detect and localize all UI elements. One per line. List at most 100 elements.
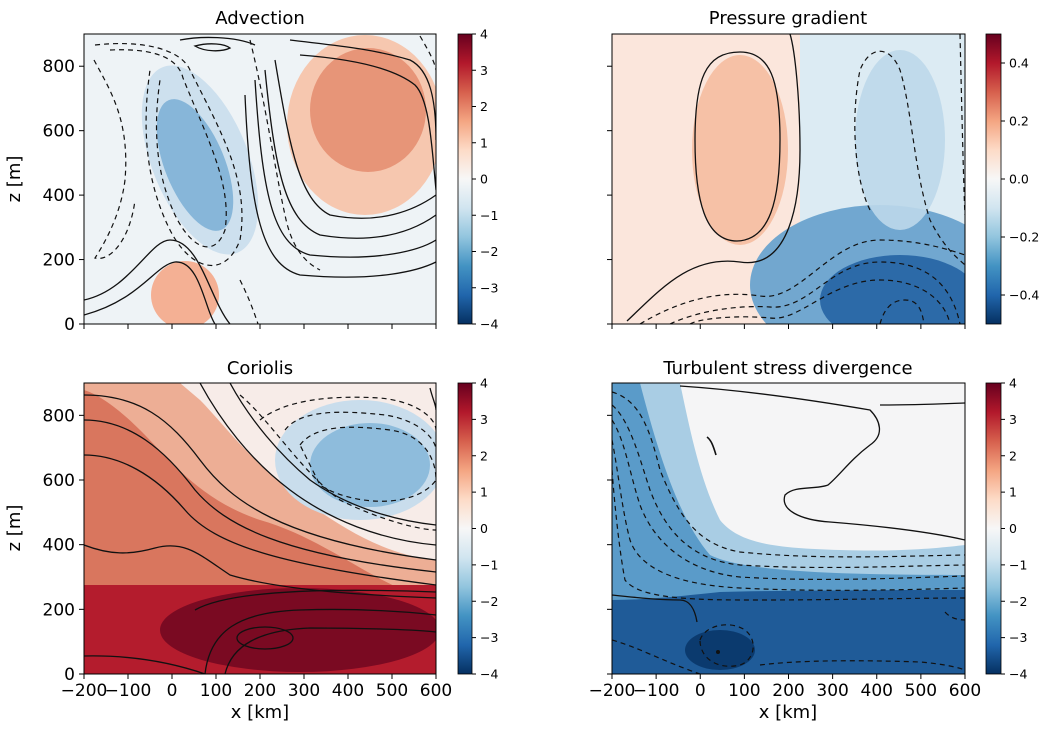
- coriolis-contour: [84, 454, 436, 586]
- turbulent-contour-dashed: [612, 404, 965, 569]
- advection-contour: [274, 59, 436, 219]
- coriolis-contour-dashed: [239, 394, 436, 531]
- pressure-contour-dashed: [639, 239, 965, 324]
- coriolis-xlabel: x [km]: [231, 702, 289, 723]
- colorbar-tick-label: −0.4: [1009, 288, 1039, 303]
- colorbar-tick-label: −4: [1009, 667, 1027, 682]
- colorbar-tick-label: −3: [1009, 630, 1027, 645]
- turbulent-stress-field: [612, 383, 965, 674]
- x-tick-label: 600: [949, 681, 981, 701]
- colorbar-tick-label: −2: [480, 594, 498, 609]
- colorbar-tick-label: −2: [1009, 594, 1027, 609]
- x-tick-label: 500: [376, 681, 408, 701]
- coriolis-contour: [84, 394, 436, 561]
- advection-contour-dashed: [93, 59, 136, 260]
- colorbar-tick-label: −4: [480, 317, 498, 332]
- advection-contour: [193, 43, 232, 52]
- colorbar-tick-label: −2: [480, 244, 498, 259]
- y-tick-label: 0: [64, 315, 75, 335]
- colorbar-turbulent-stress: [985, 382, 1002, 675]
- panel-advection: Advection z [m]: [4, 8, 437, 325]
- y-tick-label: 0: [64, 665, 75, 685]
- y-tick-label: 200: [43, 251, 75, 271]
- colorbar-tick-label: 0.4: [1009, 56, 1029, 71]
- turbulent-contour: [879, 402, 965, 406]
- advection-contour: [299, 54, 436, 191]
- advection-contour-dashed: [109, 49, 227, 248]
- coriolis-contour-dashed: [284, 411, 436, 451]
- turbulent-negative-core: [685, 630, 755, 670]
- coriolis-ylabel: z [m]: [4, 505, 25, 552]
- colorbar-tick-label: 0: [1009, 521, 1017, 536]
- pressure-contour: [694, 51, 781, 242]
- colorbar-tick-label: 1: [1009, 485, 1017, 500]
- turbulent-contour-dashed: [699, 624, 754, 667]
- x-tick-label: 500: [905, 681, 937, 701]
- colorbar-tick-label: 0.2: [1009, 114, 1029, 129]
- colorbar-tick-label: −1: [480, 208, 498, 223]
- coriolis-contour: [236, 626, 294, 650]
- y-tick-label: 600: [43, 471, 75, 491]
- x-tick-label: 400: [861, 681, 893, 701]
- y-tick-label: 400: [43, 186, 75, 206]
- advection-contour-dashed: [239, 279, 259, 324]
- advection-contour: [84, 261, 216, 324]
- x-tick-label: 0: [167, 681, 178, 701]
- advection-ylabel: z [m]: [4, 156, 25, 203]
- panel-turbulent-stress: Turbulent stress divergence x [km]: [611, 358, 966, 723]
- turbulent-contour-dashed: [944, 611, 965, 621]
- x-tick-label: 400: [332, 681, 364, 701]
- panel-pressure-gradient: Pressure gradient: [611, 8, 966, 325]
- advection-contour-dashed: [419, 35, 436, 71]
- colorbar-tick-label: −4: [480, 667, 498, 682]
- advection-positive-inner: [310, 48, 426, 172]
- turbulent-contour-dashed: [759, 660, 965, 671]
- colorbar-tick-label: −1: [1009, 557, 1027, 572]
- colorbar-tick-label: 0.0: [1009, 172, 1029, 187]
- turbulent-contour-dashed: [612, 419, 965, 581]
- advection-contour: [244, 94, 436, 278]
- advection-contour: [254, 79, 436, 258]
- turbulent-contour-dashed: [612, 439, 965, 591]
- colorbar-tick-label: 0: [480, 521, 488, 536]
- y-tick-label: 600: [43, 122, 75, 142]
- coriolis-contour-dashed: [299, 426, 436, 502]
- x-tick-label: 600: [420, 681, 452, 701]
- turbulent-stress-title: Turbulent stress divergence: [662, 358, 912, 379]
- axis-ticks: 020040060080043210−1−2−3−40.40.20.0−0.2−…: [43, 27, 1040, 702]
- advection-title: Advection: [215, 8, 305, 29]
- colorbar-tick-label: 3: [480, 412, 488, 427]
- colorbar-tick-label: 2: [480, 448, 488, 463]
- y-tick-label: 800: [43, 57, 75, 77]
- x-tick-label: 200: [244, 681, 276, 701]
- turbulent-contour: [612, 594, 698, 623]
- turbulent-contour-dot: [716, 650, 720, 654]
- colorbar-tick-label: 0: [480, 172, 488, 187]
- colorbar-tick-label: −0.2: [1009, 230, 1039, 245]
- x-tick-label: −100: [633, 681, 680, 701]
- pressure-contour-dashed: [879, 299, 925, 324]
- advection-contour: [84, 239, 231, 324]
- pressure-contour-dashed: [689, 279, 951, 324]
- colorbar-tick-label: −3: [480, 630, 498, 645]
- advection-contour: [289, 39, 436, 141]
- y-tick-label: 400: [43, 536, 75, 556]
- turbulent-contour: [679, 385, 965, 541]
- turbulent-negative-deep: [612, 590, 965, 674]
- colorbar-tick-label: 3: [480, 63, 488, 78]
- advection-contour-dashed: [94, 42, 243, 267]
- pressure-contour-dashed: [854, 50, 965, 266]
- coriolis-contour: [224, 627, 436, 674]
- coriolis-field: [84, 383, 436, 674]
- x-tick-label: 300: [288, 681, 320, 701]
- colorbar-tick-label: 1: [480, 135, 488, 150]
- coriolis-negative-inner: [310, 423, 430, 507]
- advection-negative-inner: [156, 99, 234, 231]
- x-tick-label: 200: [772, 681, 804, 701]
- turbulent-stress-xlabel: x [km]: [759, 702, 817, 723]
- advection-contour: [179, 36, 256, 46]
- pressure-gradient-field: [612, 34, 965, 324]
- coriolis-contour: [194, 589, 436, 611]
- coriolis-contour: [229, 383, 436, 526]
